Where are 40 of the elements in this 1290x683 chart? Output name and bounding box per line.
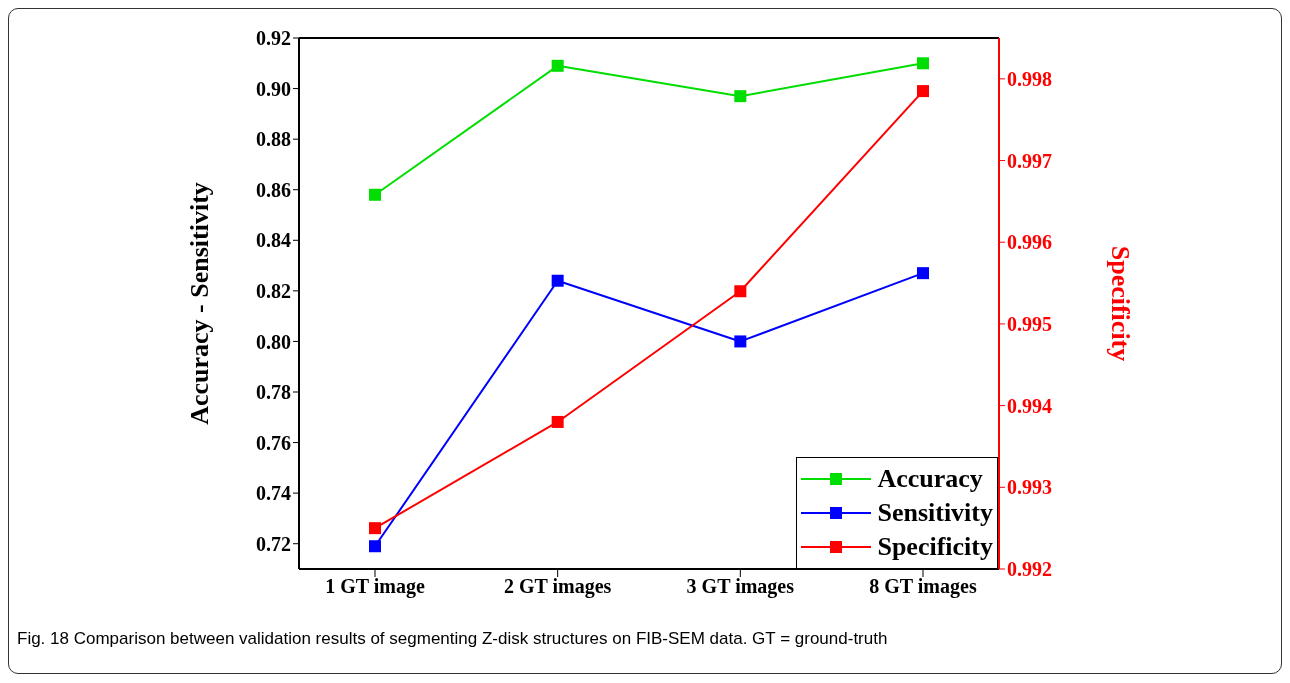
y-tick-label: 0.72 <box>256 532 291 555</box>
point <box>369 188 381 201</box>
point <box>551 274 564 287</box>
x-tick-label: 8 GT images <box>869 575 977 599</box>
y-tick-label: 0.88 <box>256 128 291 151</box>
y-tick-label: 0.82 <box>256 279 291 302</box>
point <box>917 267 929 280</box>
y2-tick-label: 0.995 <box>1007 313 1052 336</box>
y-tick-label: 0.84 <box>256 229 291 252</box>
y-tick-label: 0.76 <box>256 431 291 454</box>
legend-label: Accuracy <box>877 463 983 495</box>
y-tick-label: 0.78 <box>256 381 291 404</box>
y-tick-label: 0.90 <box>256 77 291 100</box>
y-tick-label: 0.92 <box>256 27 291 50</box>
x-tick-label: 2 GT images <box>503 575 612 599</box>
point <box>551 59 564 72</box>
y-tick-label: 0.74 <box>256 482 291 505</box>
point <box>917 85 929 98</box>
y2-tick-label: 0.998 <box>1007 67 1052 90</box>
point <box>369 522 381 535</box>
y2-tick-label: 0.992 <box>1007 558 1052 581</box>
point <box>734 335 747 348</box>
x-tick-label: 1 GT image <box>325 575 425 599</box>
point <box>917 57 929 70</box>
point <box>551 415 564 428</box>
y2-tick-label: 0.996 <box>1007 231 1052 254</box>
point <box>734 90 747 103</box>
point <box>369 540 381 553</box>
legend-label: Sensitivity <box>877 497 993 529</box>
y-tick-label: 0.86 <box>256 178 291 201</box>
legend-label: Specificity <box>877 531 993 563</box>
point <box>734 285 747 298</box>
y-tick-label: 0.80 <box>256 330 291 353</box>
y2-axis-title: Specificity <box>1105 245 1135 362</box>
y2-tick-label: 0.994 <box>1007 394 1052 417</box>
y2-tick-label: 0.993 <box>1007 476 1052 499</box>
x-tick-label: 3 GT images <box>686 575 795 599</box>
caption: Fig. 18 Comparison between validation results of segmenting Z-disk structures on FIB-SEM data. GT = ground-truth <box>17 629 889 649</box>
y-axis-title: Accuracy - Sensitivity <box>185 182 215 425</box>
y2-tick-label: 0.997 <box>1007 149 1052 172</box>
